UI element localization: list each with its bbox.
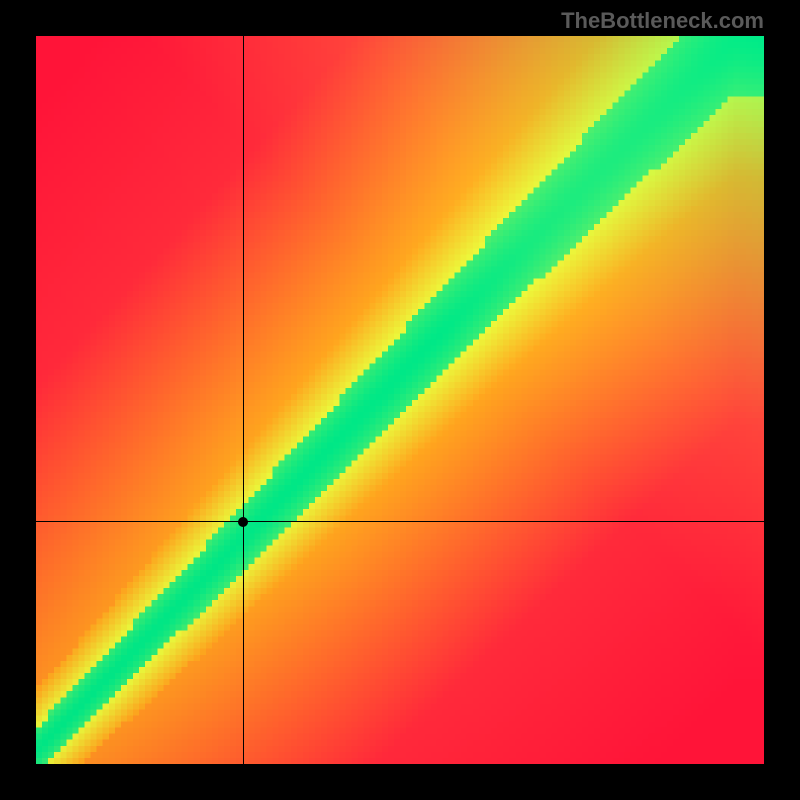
watermark-text: TheBottleneck.com xyxy=(561,8,764,34)
crosshair-horizontal xyxy=(36,521,764,522)
bottleneck-heatmap xyxy=(36,36,764,764)
crosshair-vertical xyxy=(243,36,244,764)
